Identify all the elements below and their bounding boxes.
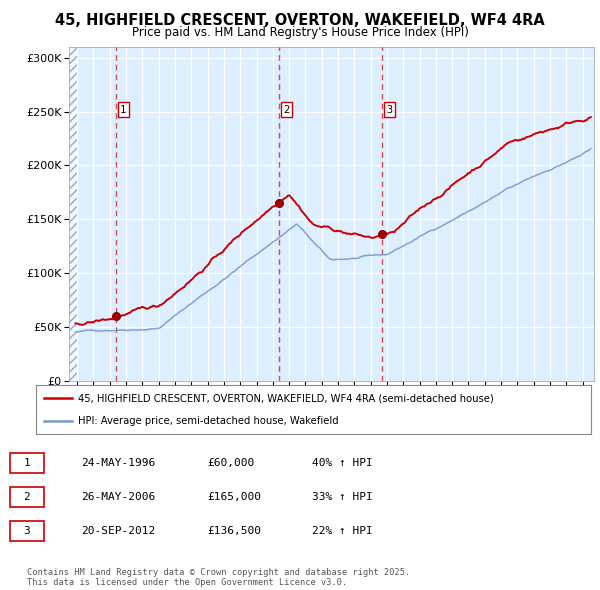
Text: £60,000: £60,000 [207, 458, 254, 468]
Text: 1: 1 [120, 104, 127, 114]
Text: Price paid vs. HM Land Registry's House Price Index (HPI): Price paid vs. HM Land Registry's House … [131, 26, 469, 39]
Text: 2: 2 [283, 104, 289, 114]
Bar [69, 47, 77, 381]
Text: This data is licensed under the Open Government Licence v3.0.: This data is licensed under the Open Gov… [27, 578, 347, 587]
Text: £136,500: £136,500 [207, 526, 261, 536]
Text: £165,000: £165,000 [207, 492, 261, 502]
Bar [69, 47, 77, 381]
Text: 3: 3 [23, 526, 31, 536]
Text: 24-MAY-1996: 24-MAY-1996 [81, 458, 155, 468]
Text: 45, HIGHFIELD CRESCENT, OVERTON, WAKEFIELD, WF4 4RA (semi-detached house): 45, HIGHFIELD CRESCENT, OVERTON, WAKEFIE… [77, 394, 493, 404]
Text: 45, HIGHFIELD CRESCENT, OVERTON, WAKEFIELD, WF4 4RA: 45, HIGHFIELD CRESCENT, OVERTON, WAKEFIE… [55, 13, 545, 28]
Text: 1: 1 [23, 458, 31, 468]
Text: 33% ↑ HPI: 33% ↑ HPI [312, 492, 373, 502]
Text: 3: 3 [386, 104, 392, 114]
Text: Contains HM Land Registry data © Crown copyright and database right 2025.: Contains HM Land Registry data © Crown c… [27, 568, 410, 577]
Text: 22% ↑ HPI: 22% ↑ HPI [312, 526, 373, 536]
Text: 40% ↑ HPI: 40% ↑ HPI [312, 458, 373, 468]
Text: 26-MAY-2006: 26-MAY-2006 [81, 492, 155, 502]
Text: 20-SEP-2012: 20-SEP-2012 [81, 526, 155, 536]
Text: 2: 2 [23, 492, 31, 502]
Text: HPI: Average price, semi-detached house, Wakefield: HPI: Average price, semi-detached house,… [77, 415, 338, 425]
